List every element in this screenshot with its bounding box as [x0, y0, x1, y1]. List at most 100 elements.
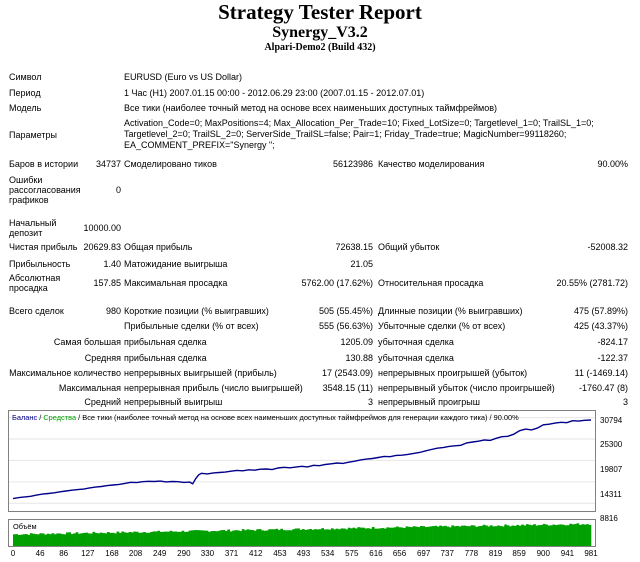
volume-bar — [222, 530, 226, 546]
volume-bar — [135, 531, 139, 546]
x-tick-label: 941 — [560, 549, 575, 558]
x-tick-label: 534 — [320, 549, 335, 558]
x-tick-label: 819 — [488, 549, 503, 558]
volume-bar — [41, 533, 45, 546]
volume-bar — [470, 525, 474, 546]
volume-bar — [121, 531, 125, 546]
volume-bar — [463, 525, 467, 546]
volume-bar — [338, 529, 341, 546]
x-tick-label: 737 — [440, 549, 454, 558]
volume-bar — [542, 523, 546, 546]
volume-bar — [480, 525, 483, 546]
x-tick-label: 453 — [273, 549, 287, 558]
volume-bar — [448, 527, 452, 546]
volume-bar — [581, 524, 585, 546]
volume-bar — [78, 533, 81, 546]
volume-bar — [268, 529, 271, 546]
volume-bar — [468, 526, 471, 546]
legend-separator: / — [37, 413, 44, 422]
volume-bar — [99, 532, 103, 546]
volume-bar — [530, 525, 534, 546]
x-tick-label: 493 — [296, 549, 311, 558]
short-positions-value: 505 (55.45%) — [318, 306, 373, 316]
volume-bar — [518, 525, 522, 546]
volume-bar — [499, 525, 503, 546]
volume-bar — [417, 527, 421, 546]
total-trades-value: 980 — [105, 306, 121, 316]
avg-cons-loss-value: 3 — [622, 397, 628, 407]
volume-bar — [155, 531, 158, 546]
server-build: Alpari-Demo2 (Build 432) — [264, 42, 376, 53]
max-dd-value: 5762.00 (17.62%) — [301, 278, 373, 288]
volume-bar — [32, 533, 35, 546]
volume-bar — [131, 532, 134, 546]
volume-bar — [111, 532, 115, 546]
volume-bar — [44, 534, 48, 546]
volume-bar — [80, 533, 84, 546]
x-tick-label: 371 — [224, 549, 239, 558]
max-cons-wins-value: 17 (2543.09) — [321, 368, 373, 378]
volume-bar — [429, 526, 433, 546]
balance-line — [12, 419, 592, 500]
loss-trades-label: Убыточные сделки (% от всех) — [378, 321, 506, 331]
volume-bar — [578, 524, 582, 546]
x-tick-label: 575 — [345, 549, 359, 558]
volume-bar — [51, 533, 55, 546]
volume-bar — [403, 528, 406, 546]
long-positions-value: 475 (57.89%) — [573, 306, 628, 316]
volume-bar — [244, 530, 247, 546]
volume-bar — [265, 530, 269, 546]
volume-bar — [82, 532, 86, 546]
params-line-3: EA_COMMENT_PREFIX="Synergy "; — [124, 140, 275, 150]
period-label: Период — [9, 88, 41, 98]
x-tick-label: 249 — [153, 549, 167, 558]
largest-profit-label: прибыльная сделка — [124, 337, 207, 347]
volume-bar — [251, 530, 255, 546]
volume-bar — [566, 525, 570, 546]
avg-cons-loss-label: непрерывный проигрыш — [378, 397, 480, 407]
volume-bar — [186, 531, 190, 546]
volume-bar — [90, 533, 93, 546]
volume-bar — [441, 526, 445, 546]
volume-bar — [540, 524, 544, 546]
long-positions-label: Длинные позиции (% выигравших) — [378, 306, 523, 316]
max-cons-loss-amount-value: -1760.47 (8) — [578, 383, 628, 393]
largest-loss-value: -824.17 — [597, 337, 628, 347]
volume-bar — [275, 528, 279, 546]
volume-bar — [405, 526, 409, 546]
volume-bar — [46, 533, 50, 546]
profit-trades-value: 555 (56.63%) — [318, 321, 373, 331]
bars-label: Баров в истории — [9, 159, 79, 169]
volume-bar — [379, 528, 382, 546]
volume-bar — [273, 529, 276, 546]
volume-bar — [234, 530, 238, 546]
volume-bar — [109, 532, 113, 546]
volume-bar — [460, 525, 464, 546]
errors-label-1: Ошибки — [9, 175, 43, 185]
largest-profit-value: 1205.09 — [340, 337, 373, 347]
volume-bar — [477, 526, 481, 546]
volume-bar — [521, 524, 524, 546]
legend-separator: / — [76, 413, 83, 422]
x-tick-label: 697 — [416, 549, 431, 558]
volume-bar — [359, 527, 363, 546]
volume-bar — [446, 526, 450, 546]
rel-dd-value: 20.55% (2781.72) — [556, 278, 628, 288]
volume-bar — [420, 525, 423, 546]
maximal-prefix: Максимальная — [58, 383, 121, 393]
legend-equity: Средства — [43, 413, 77, 422]
volume-bar — [497, 525, 500, 546]
volume-bar — [53, 534, 57, 546]
volume-bar — [224, 530, 228, 546]
volume-bar — [210, 531, 214, 546]
volume-bar — [49, 534, 52, 546]
y-tick-label: 25300 — [600, 440, 623, 449]
volume-bar — [400, 527, 404, 546]
volume-bar — [118, 532, 122, 546]
deposit-label-1: Начальный — [9, 218, 57, 228]
volume-bar — [410, 527, 414, 546]
volume-bar — [37, 534, 40, 546]
model-value: Все тики (наиболее точный метод на основ… — [124, 103, 497, 113]
volume-bar — [456, 525, 459, 546]
volume-bar — [147, 532, 151, 546]
